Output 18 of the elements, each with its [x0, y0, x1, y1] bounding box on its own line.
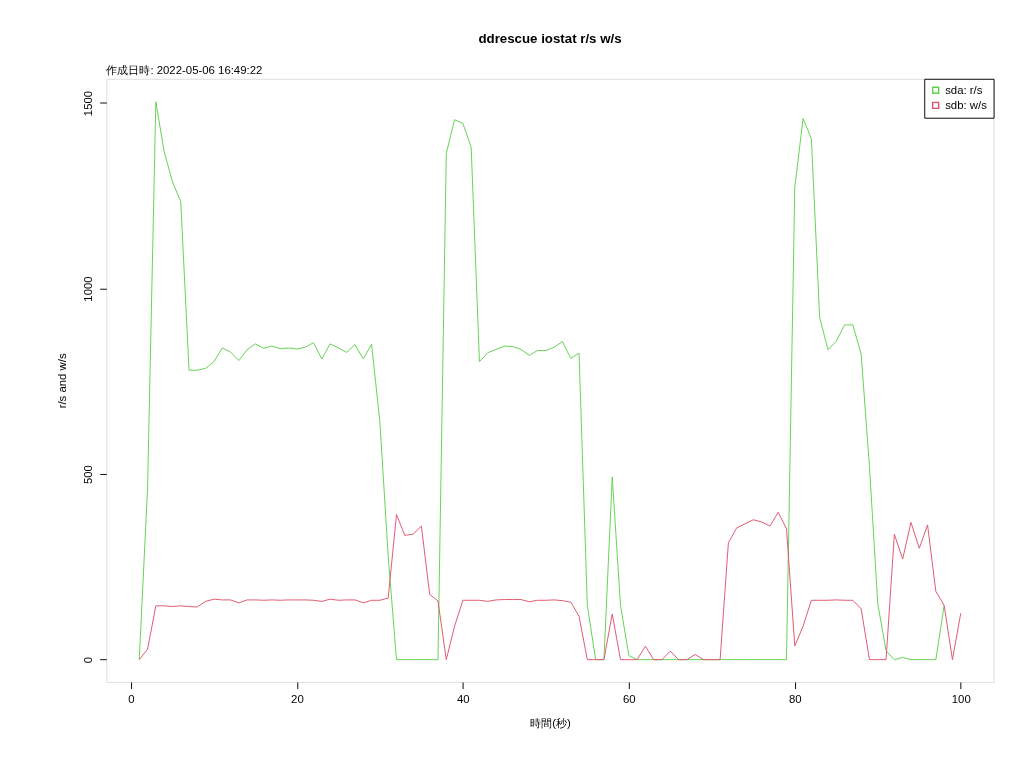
legend-label: sdb: w/s: [945, 99, 988, 112]
chart-subtitle: 作成日時: 2022-05-06 16:49:22: [105, 64, 263, 77]
x-tick-label: 100: [951, 693, 971, 706]
line-series: [138, 511, 962, 661]
y-tick-label: 1500: [81, 90, 94, 117]
legend-label: sda: r/s: [945, 84, 983, 96]
line-series: [138, 101, 945, 661]
x-tick-label: 20: [291, 693, 304, 706]
y-tick-label: 0: [81, 656, 94, 664]
y-axis-title: r/s and w/s: [56, 353, 69, 409]
x-tick-label: 40: [457, 693, 470, 706]
chart-title: ddrescue iostat r/s w/s: [478, 30, 622, 46]
x-tick-label: 0: [128, 693, 135, 706]
y-tick-label: 1000: [81, 276, 94, 302]
y-tick-label: 500: [81, 465, 94, 485]
x-tick-label: 80: [788, 693, 802, 706]
x-tick-label: 60: [622, 693, 636, 706]
x-axis-title: 時間(秒): [530, 717, 571, 730]
